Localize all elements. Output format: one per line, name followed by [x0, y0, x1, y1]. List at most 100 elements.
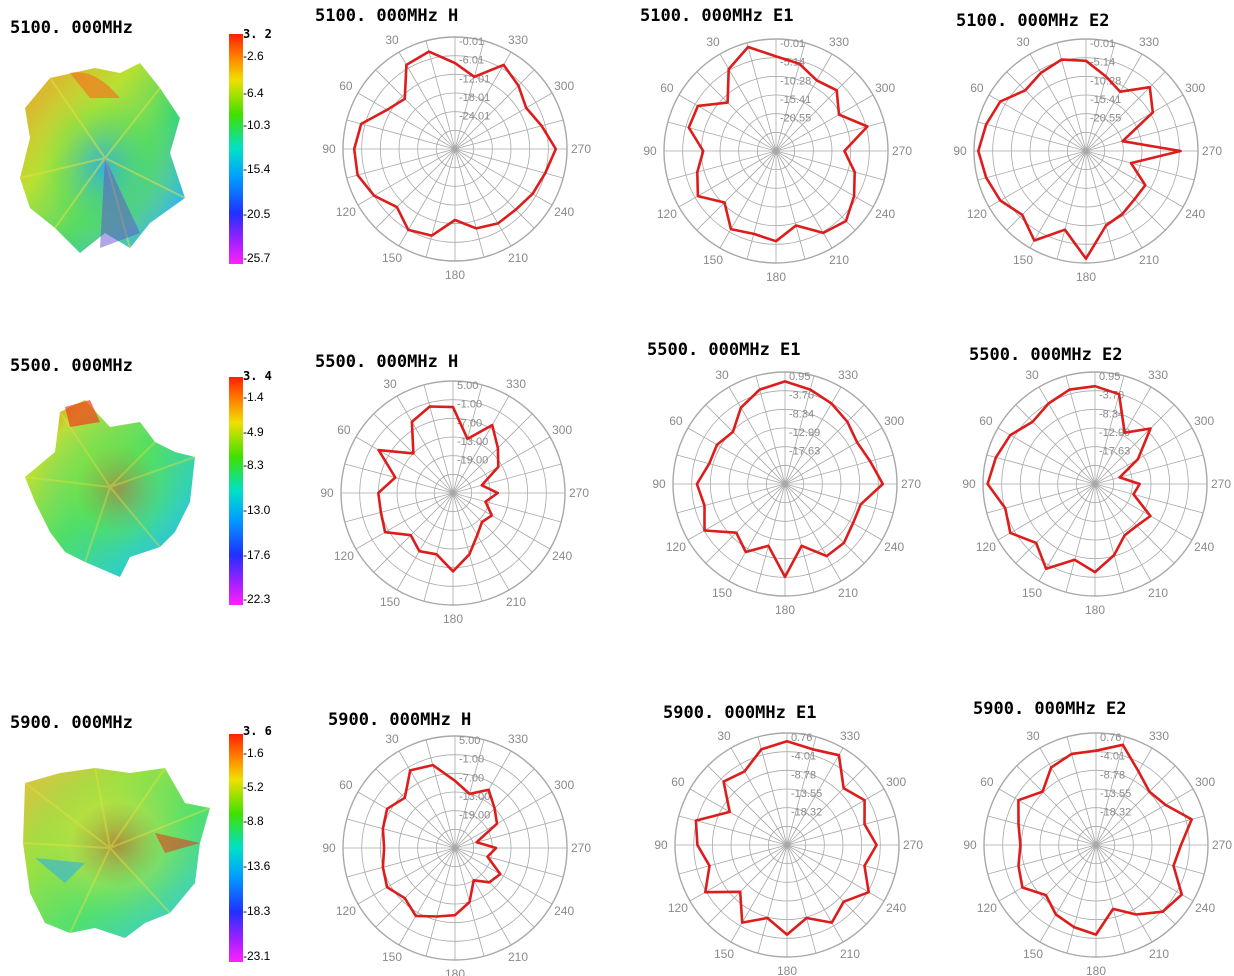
trace-point: [728, 811, 731, 813]
angle-label: 330: [840, 729, 860, 743]
grid-spoke: [678, 844, 788, 875]
angle-label: 180: [445, 967, 465, 976]
polar-chart-title: 5900. 000MHz E1: [663, 703, 817, 723]
grid-spoke: [988, 94, 1087, 152]
grid-spoke: [454, 818, 564, 849]
radial-tick-label: 0.76: [1100, 732, 1121, 744]
grid-spoke: [423, 384, 454, 494]
grid-spoke: [775, 42, 806, 152]
angle-label: 180: [766, 270, 786, 284]
angle-label: 30: [717, 729, 731, 743]
trace-point: [487, 789, 490, 791]
trace-point: [739, 890, 742, 893]
radial-tick-label: -8.34: [1099, 408, 1124, 420]
trace-point: [495, 847, 497, 849]
grid-spoke: [775, 94, 874, 152]
trace-point: [1119, 90, 1122, 93]
trace-point: [1164, 804, 1167, 806]
grid-spoke: [454, 51, 512, 150]
grid-spoke: [1095, 844, 1194, 902]
trace-point: [1121, 213, 1124, 215]
angle-label: 150: [1022, 586, 1042, 600]
angle-label: 30: [1025, 368, 1039, 382]
grid-spoke: [454, 847, 512, 946]
angle-label: 30: [1026, 729, 1040, 743]
trace-point: [860, 503, 862, 506]
trace-point: [722, 780, 725, 783]
grid-spoke: [398, 51, 456, 150]
angle-label: 210: [840, 947, 860, 961]
trace-point: [1050, 766, 1052, 769]
angle-label: 240: [554, 205, 574, 219]
grid-spoke: [423, 492, 454, 602]
angle-label: 210: [1139, 253, 1159, 267]
trace-point: [843, 150, 846, 152]
trace-point: [842, 787, 845, 790]
trace-point: [726, 101, 729, 104]
trace-point: [835, 89, 838, 92]
trace-point: [452, 570, 454, 573]
grid-spoke: [425, 739, 456, 849]
trace-point: [475, 841, 478, 844]
grid-spoke: [1065, 375, 1096, 485]
grid-spoke: [719, 150, 777, 249]
trace-point: [435, 553, 438, 556]
radial-tick-label: -5.14: [1090, 57, 1115, 69]
trace-point: [415, 915, 417, 917]
grid-spoke: [1085, 94, 1184, 152]
grid-spoke: [730, 747, 788, 846]
angle-label: 150: [1013, 253, 1033, 267]
grid-spoke: [357, 847, 456, 905]
trace-point: [1144, 184, 1147, 187]
angle-label: 60: [980, 775, 994, 789]
angle-label: 240: [1194, 540, 1214, 554]
trace-point: [493, 807, 496, 810]
angle-label: 180: [1086, 964, 1106, 976]
grid-spoke: [1094, 483, 1175, 564]
trace-point: [502, 64, 505, 66]
trace-point: [853, 171, 856, 173]
grid-spoke: [375, 69, 456, 150]
angle-label: 240: [1195, 901, 1215, 915]
radial-tick-label: -24.01: [459, 111, 490, 123]
trace-point: [697, 105, 699, 107]
grid-spoke: [1095, 844, 1126, 954]
grid-spoke: [454, 847, 553, 905]
grid-spoke: [987, 815, 1097, 846]
radial-tick-label: -17.63: [789, 446, 820, 458]
trace-point: [356, 174, 359, 176]
radial-tick-label: -7.00: [459, 772, 484, 784]
angle-label: 60: [669, 414, 683, 428]
radial-tick-label: -4.01: [791, 751, 816, 763]
angle-label: 120: [967, 207, 987, 221]
trace-point: [838, 113, 840, 116]
polar-chart-title: 5100. 000MHz H: [315, 6, 459, 26]
trace-point: [822, 232, 825, 234]
trace-point: [809, 388, 812, 391]
radial-tick-label: -1.00: [459, 754, 484, 766]
grid-spoke: [755, 483, 786, 593]
angle-label: 270: [1212, 838, 1232, 852]
angle-label: 270: [1211, 477, 1231, 491]
angle-label: 120: [657, 207, 677, 221]
angle-label: 270: [903, 838, 923, 852]
trace-point: [497, 492, 499, 494]
radial-tick-label: -17.63: [1099, 446, 1130, 458]
grid-spoke: [346, 818, 456, 849]
trace-point: [866, 125, 869, 128]
colorbar-tick-label: -6.4: [243, 86, 264, 100]
grid-spoke: [1095, 736, 1126, 846]
grid-spoke: [1085, 150, 1166, 231]
grid-spoke: [977, 150, 1087, 181]
trace-point: [1017, 799, 1020, 801]
polar-chart-title: 5500. 000MHz E2: [969, 345, 1123, 365]
grid-spoke: [1039, 747, 1097, 846]
grid-spoke: [357, 92, 456, 150]
radial-tick-label: 0.76: [791, 732, 812, 744]
colorbar-tick-label: -22.3: [243, 592, 271, 606]
trace-point: [697, 195, 699, 197]
trace-point: [986, 483, 989, 485]
grid-spoke: [667, 150, 777, 181]
grid-spoke: [355, 436, 454, 494]
row-freq-label: 5100. 000MHz: [10, 18, 133, 38]
